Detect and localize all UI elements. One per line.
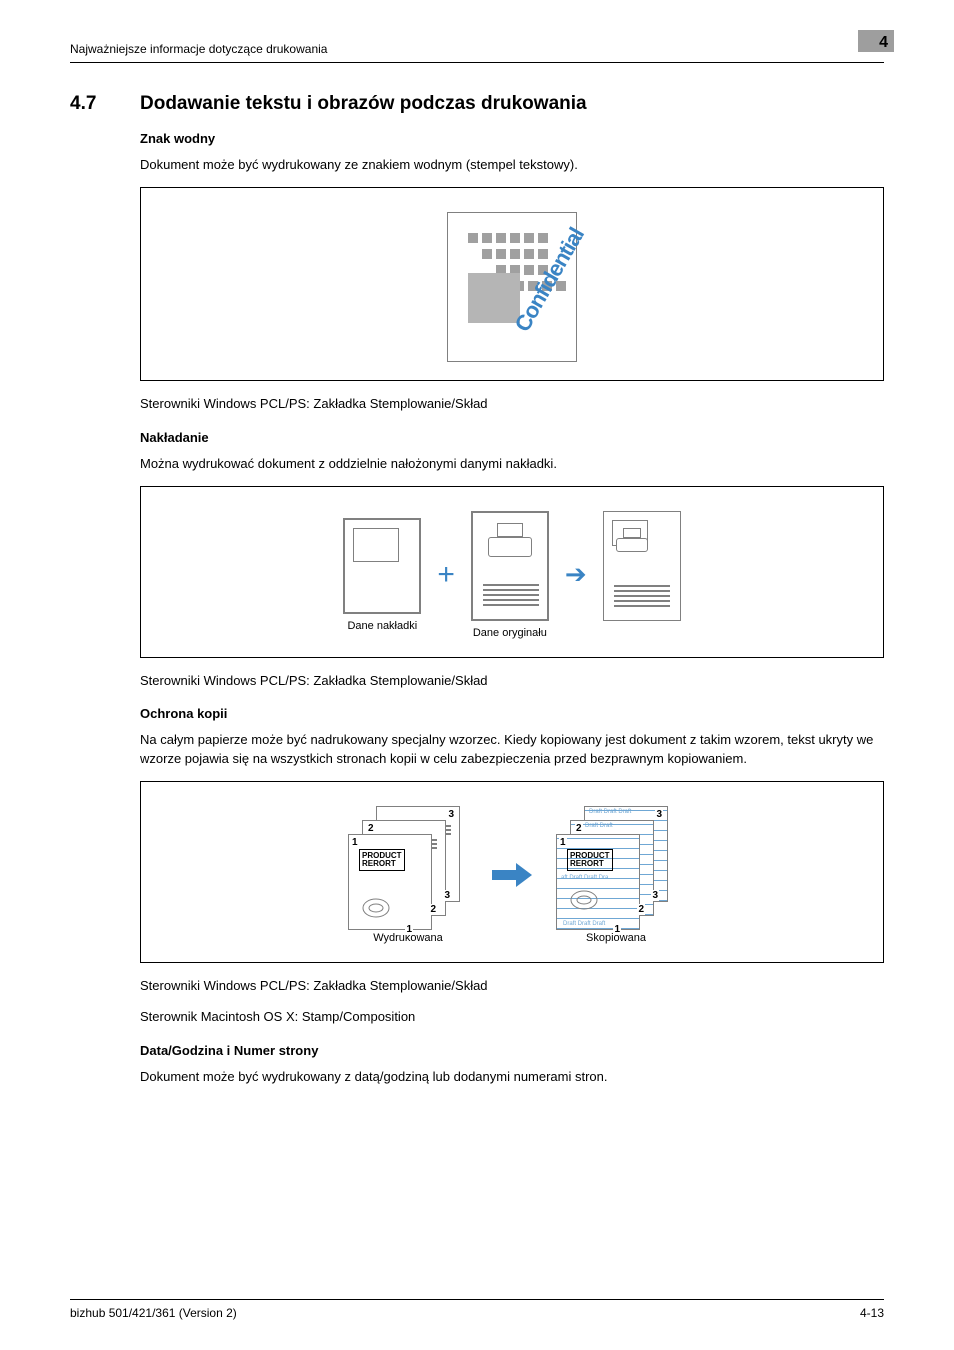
overlay-source-column: Dane nakładki (343, 518, 421, 632)
image-placeholder-icon (468, 273, 520, 323)
copyguard-note-2: Sterownik Macintosh OS X: Stamp/Composit… (140, 1008, 884, 1027)
manual-page: Najważniejsze informacje dotyczące druko… (0, 0, 954, 1350)
copyguard-figure: 3 2 3 1 PRODUCTRERORT (140, 781, 884, 963)
section-title: Dodawanie tekstu i obrazów podczas druko… (140, 93, 587, 115)
result-page-icon (603, 511, 681, 621)
overlay-heading: Nakładanie (140, 430, 884, 445)
watermark-note: Sterowniki Windows PCL/PS: Zakładka Stem… (140, 395, 884, 414)
watermark-figure: Confidential (140, 187, 884, 381)
overlay-caption-right: Dane oryginału (473, 627, 547, 639)
section-number: 4.7 (70, 93, 114, 115)
overlay-data-page-icon (343, 518, 421, 614)
chapter-tab: 4 (858, 30, 894, 52)
watermark-page-illustration: Confidential (447, 212, 577, 362)
watermark-description: Dokument może być wydrukowany ze znakiem… (140, 156, 884, 175)
breadcrumb: Najważniejsze informacje dotyczące druko… (70, 42, 327, 56)
footer-product: bizhub 501/421/361 (Version 2) (70, 1306, 237, 1320)
copyguard-heading: Ochrona kopii (140, 706, 884, 721)
ellipse-icon (361, 897, 391, 919)
datetime-heading: Data/Godzina i Numer strony (140, 1043, 884, 1058)
copyguard-note-1: Sterowniki Windows PCL/PS: Zakładka Stem… (140, 977, 884, 996)
copied-stack-icon: 3 Draft Draft Draft 2 Draft Draft 3 1 PR… (556, 806, 676, 926)
overlay-caption-left: Dane nakładki (347, 620, 417, 632)
watermark-heading: Znak wodny (140, 131, 884, 146)
ellipse-icon (569, 889, 599, 911)
datetime-description: Dokument może być wydrukowany z datą/god… (140, 1068, 884, 1087)
overlay-caption-result (640, 627, 643, 639)
overlay-description: Można wydrukować dokument z oddzielnie n… (140, 455, 884, 474)
printed-stack-icon: 3 2 3 1 PRODUCTRERORT (348, 806, 468, 926)
section-heading: 4.7 Dodawanie tekstu i obrazów podczas d… (70, 93, 884, 115)
overlay-note: Sterowniki Windows PCL/PS: Zakładka Stem… (140, 672, 884, 691)
content-area: Znak wodny Dokument może być wydrukowany… (140, 131, 884, 1087)
copyguard-copied-column: 3 Draft Draft Draft 2 Draft Draft 3 1 PR… (556, 806, 676, 944)
page-footer: bizhub 501/421/361 (Version 2) 4-13 (70, 1299, 884, 1320)
overlay-figure: Dane nakładki + Dane oryginału ➔ (140, 486, 884, 658)
copyguard-printed-column: 3 2 3 1 PRODUCTRERORT (348, 806, 468, 944)
arrow-right-icon (492, 863, 532, 887)
copyguard-description: Na całym papierze może być nadrukowany s… (140, 731, 884, 769)
plus-icon: + (437, 558, 455, 592)
footer-page-number: 4-13 (860, 1306, 884, 1320)
page-header: Najważniejsze informacje dotyczące druko… (70, 40, 884, 63)
original-data-page-icon (471, 511, 549, 621)
arrow-right-icon: ➔ (565, 559, 587, 590)
overlay-result-column (603, 511, 681, 639)
overlay-original-column: Dane oryginału (471, 511, 549, 639)
